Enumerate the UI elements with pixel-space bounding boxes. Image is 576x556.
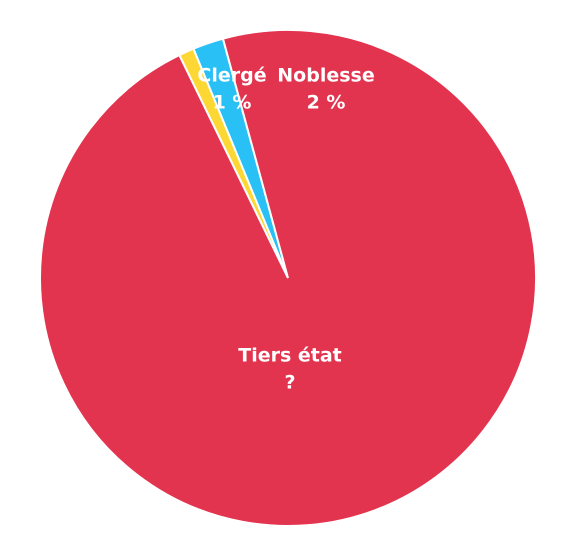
slice-label: Clergé	[197, 65, 266, 87]
slice-label: Noblesse	[277, 65, 374, 87]
value-label: ?	[284, 372, 295, 394]
slice	[39, 29, 537, 527]
slice-label: Tiers état	[238, 345, 342, 367]
value-label: 2 %	[307, 92, 346, 114]
value-label: 1 %	[213, 92, 252, 114]
